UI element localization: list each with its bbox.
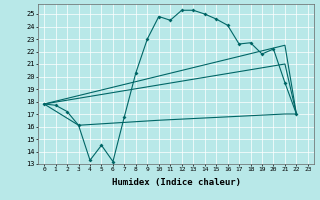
X-axis label: Humidex (Indice chaleur): Humidex (Indice chaleur) bbox=[111, 178, 241, 187]
